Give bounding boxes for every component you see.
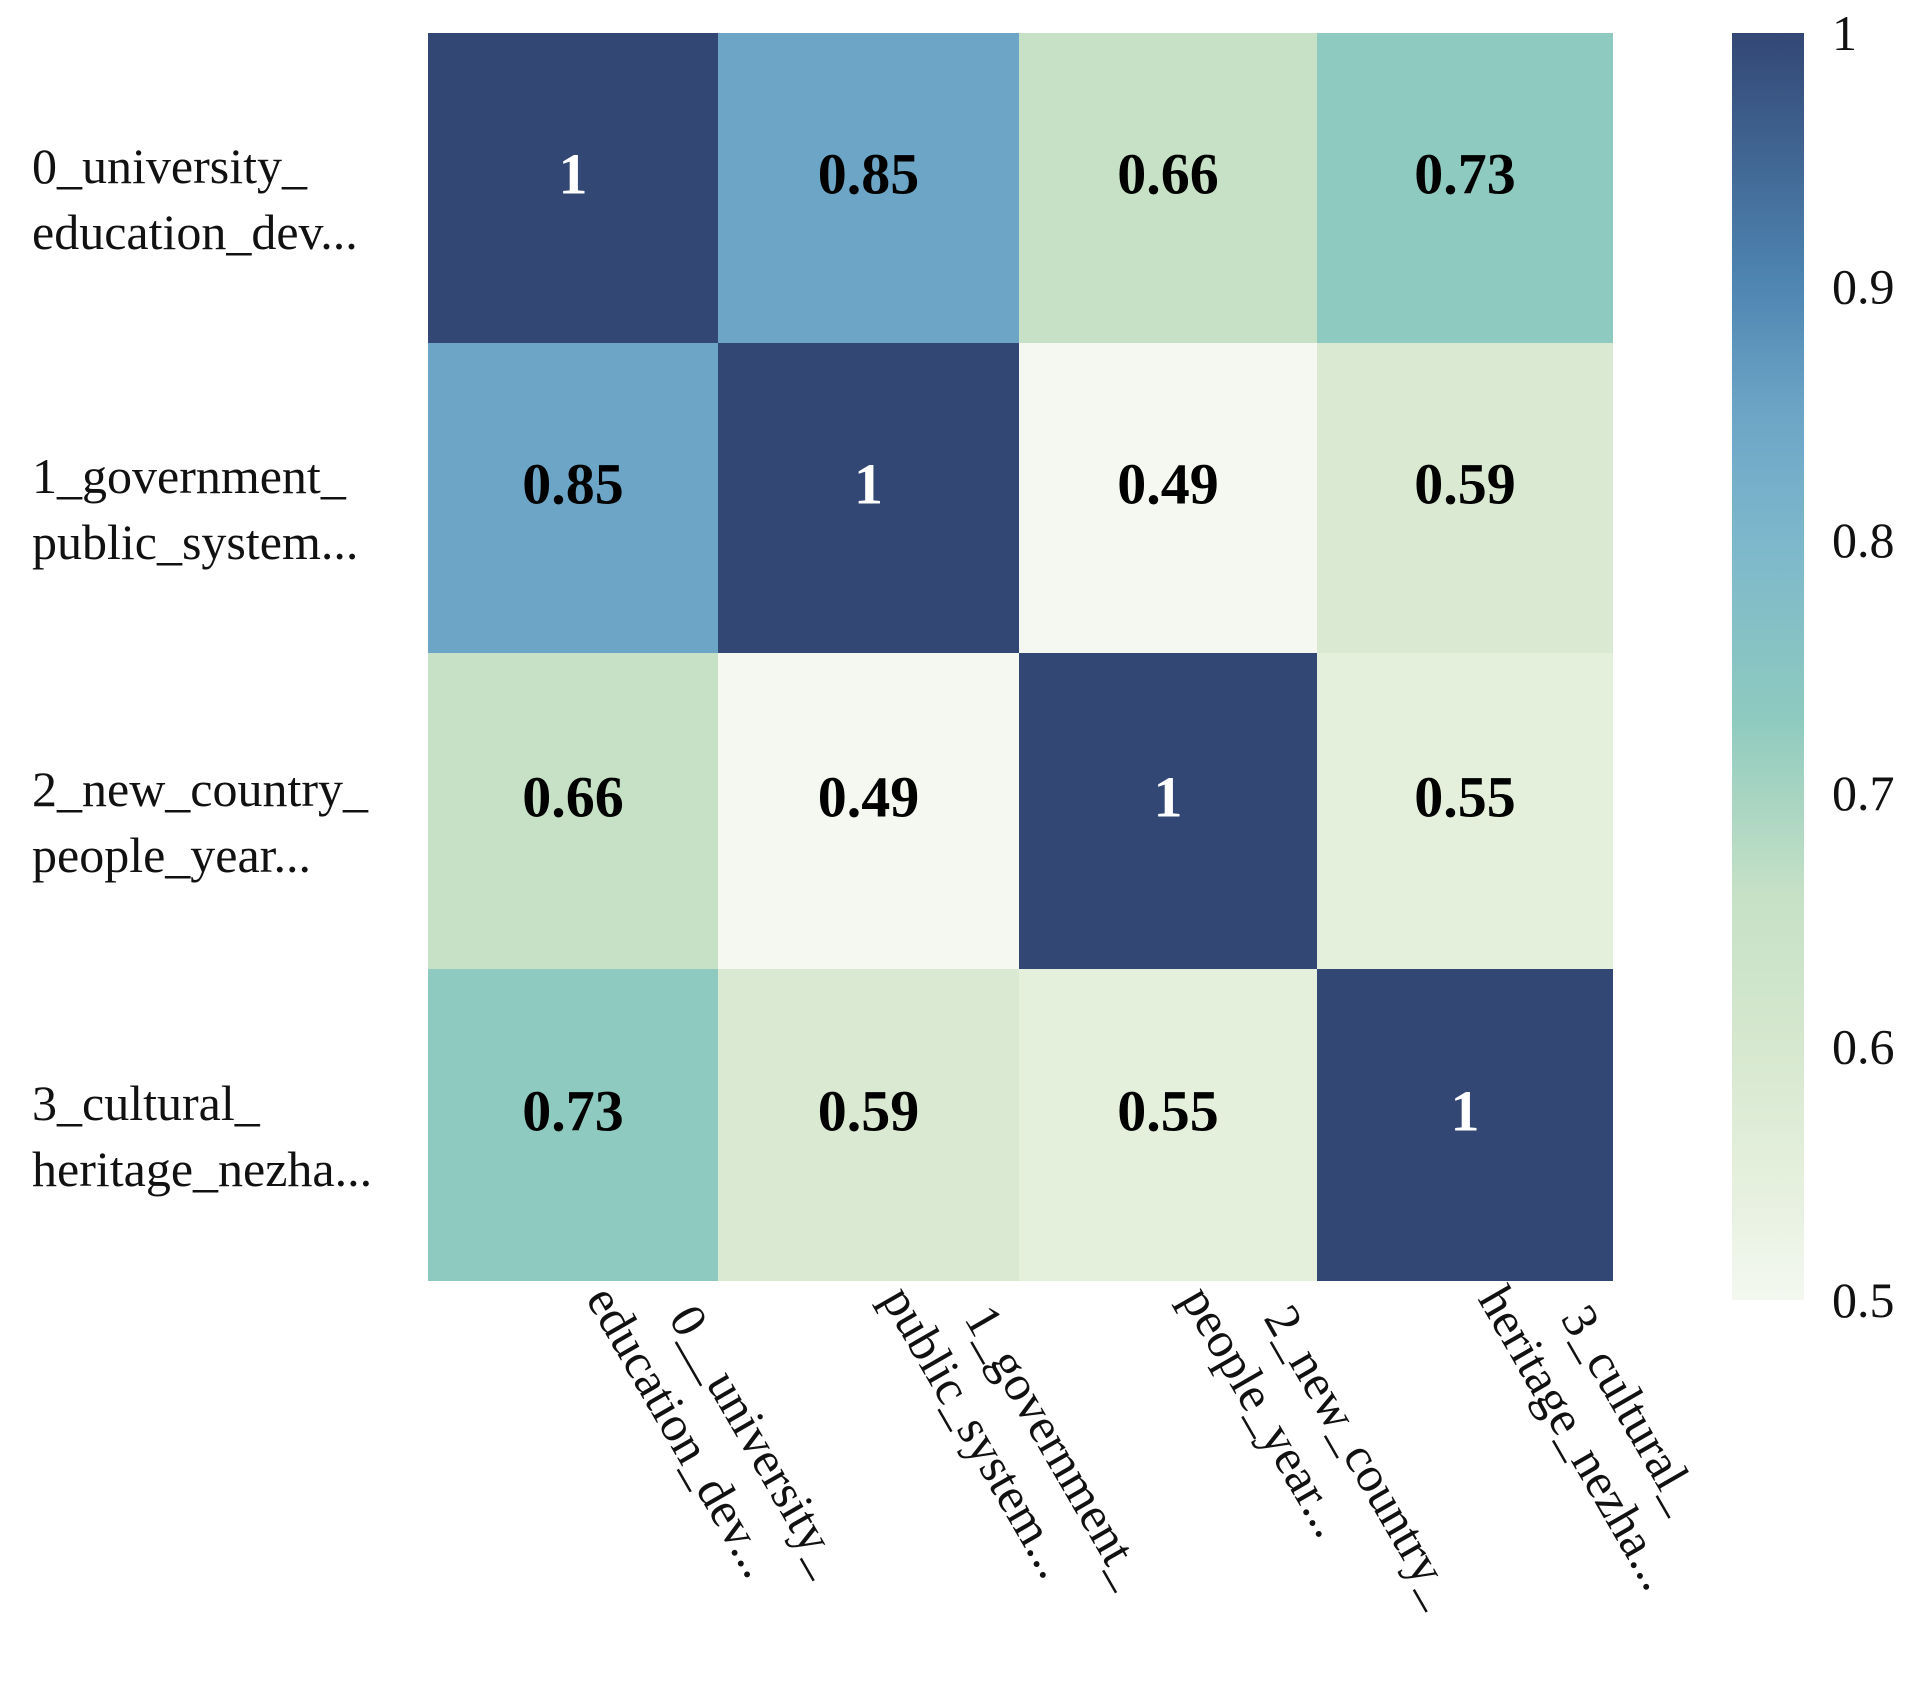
- column-label-1: 1_government_public_system...: [871, 1245, 1160, 1627]
- cell-value-r2-c1: 0.49: [818, 765, 920, 830]
- heatmap-cell-r0-c1: [718, 33, 1019, 343]
- heatmap-cell-values: 1 0.85 0.66 0.73 0.85 1 0.49 0.59 0.66 0.49 1 0.55 0…: [522, 142, 1516, 1144]
- row-label-2: 2_new_country_ people_year...: [32, 761, 369, 883]
- column-label-3: 3_cultural_heritage_nezha...: [1468, 1245, 1740, 1599]
- heatmap-cell-r1-c0: [428, 343, 718, 653]
- heatmap-cells: [428, 33, 1613, 1281]
- colorbar-tick-label-0: 1: [1832, 5, 1857, 61]
- cell-value-r0-c0: 1: [559, 142, 588, 207]
- cell-value-r0-c2: 0.66: [1117, 142, 1219, 207]
- cell-value-r0-c3: 0.73: [1414, 142, 1516, 207]
- cell-value-r0-c1: 0.85: [818, 142, 920, 207]
- heatmap-cell-r1-c3: [1317, 343, 1613, 653]
- cell-value-r2-c0: 0.66: [522, 765, 624, 830]
- colorbar-gradient: [1732, 33, 1804, 1300]
- cell-value-r1-c3: 0.59: [1414, 452, 1516, 517]
- heatmap-cell-r2-c2: [1019, 653, 1317, 969]
- cell-value-r3-c3: 1: [1451, 1079, 1480, 1144]
- row-labels: 0_university_ education_dev... 1_governmen…: [32, 138, 372, 1197]
- heatmap-cell-r2-c0: [428, 653, 718, 969]
- column-label-2: 2_new_country_people_year...: [1171, 1245, 1471, 1646]
- row-label-0: 0_university_ education_dev...: [32, 138, 358, 260]
- cell-value-r2-c3: 0.55: [1414, 765, 1516, 830]
- cell-value-r3-c2: 0.55: [1117, 1079, 1219, 1144]
- heatmap-cell-r3-c2: [1019, 969, 1317, 1281]
- colorbar: 1 0.9 0.8 0.7 0.6 0.5: [1732, 5, 1895, 1328]
- cell-value-r1-c1: 1: [854, 452, 883, 517]
- colorbar-tick-label-2: 0.8: [1832, 512, 1895, 568]
- heatmap-cell-r1-c1: [718, 343, 1019, 653]
- heatmap-cell-r3-c1: [718, 969, 1019, 1281]
- heatmap-cell-r0-c0: [428, 33, 718, 343]
- colorbar-tick-label-4: 0.6: [1832, 1019, 1895, 1075]
- cell-value-r3-c0: 0.73: [522, 1079, 624, 1144]
- column-label-0: 0__university_education_dev...: [576, 1245, 858, 1615]
- cell-value-r1-c2: 0.49: [1117, 452, 1219, 517]
- cell-value-r1-c0: 0.85: [522, 452, 624, 517]
- cell-value-r2-c2: 1: [1154, 765, 1183, 830]
- heatmap-cell-r0-c2: [1019, 33, 1317, 343]
- row-label-3: 3_cultural_ heritage_nezha...: [32, 1075, 372, 1197]
- column-labels: 0__university_education_dev... 1_governme…: [576, 1245, 1740, 1646]
- colorbar-tick-label-5: 0.5: [1832, 1272, 1895, 1328]
- heatmap-cell-r1-c2: [1019, 343, 1317, 653]
- cell-value-r3-c1: 0.59: [818, 1079, 920, 1144]
- row-label-1: 1_government_ public_system...: [32, 448, 358, 570]
- heatmap-cell-r3-c3: [1317, 969, 1613, 1281]
- heatmap-cell-r2-c1: [718, 653, 1019, 969]
- colorbar-tick-label-3: 0.7: [1832, 765, 1895, 821]
- heatmap-cell-r2-c3: [1317, 653, 1613, 969]
- colorbar-tick-label-1: 0.9: [1832, 258, 1895, 314]
- heatmap-cell-r0-c3: [1317, 33, 1613, 343]
- heatmap-cell-r3-c0: [428, 969, 718, 1281]
